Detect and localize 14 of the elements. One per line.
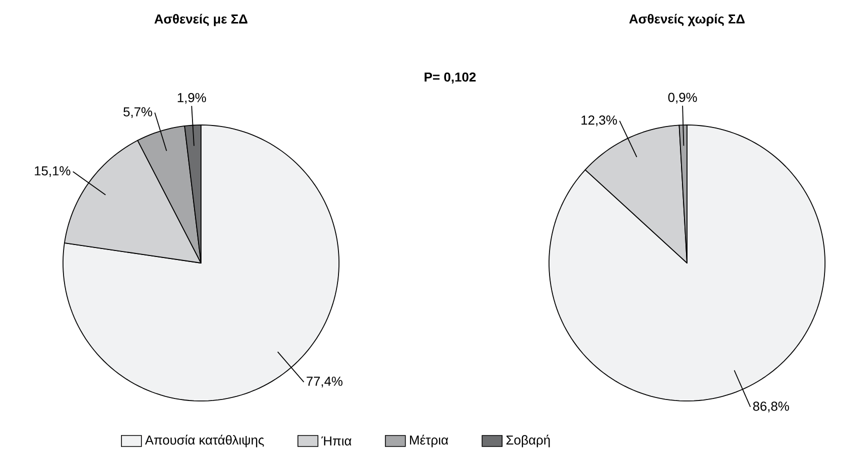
legend-label: Ήπια — [321, 436, 352, 446]
chart-title: Ασθενείς με ΣΔ — [154, 14, 248, 26]
legend-label: Σοβαρή — [506, 434, 550, 448]
chart-title: Ασθενείς χωρίς ΣΔ — [629, 14, 745, 26]
data-label: 86,8% — [753, 402, 789, 412]
data-label: 1,9% — [178, 93, 206, 104]
data-label: 77,4% — [306, 376, 342, 388]
legend-label: Μέτρια — [410, 434, 448, 448]
legend-label: Απουσία κατάθλιψης — [145, 434, 264, 448]
data-label: 5,7% — [123, 107, 152, 118]
text: P= 0,102 — [424, 72, 476, 84]
data-label: 15,1% — [34, 166, 70, 177]
data-label: 12,3% — [582, 115, 617, 126]
data-label: 0,9% — [668, 92, 697, 104]
